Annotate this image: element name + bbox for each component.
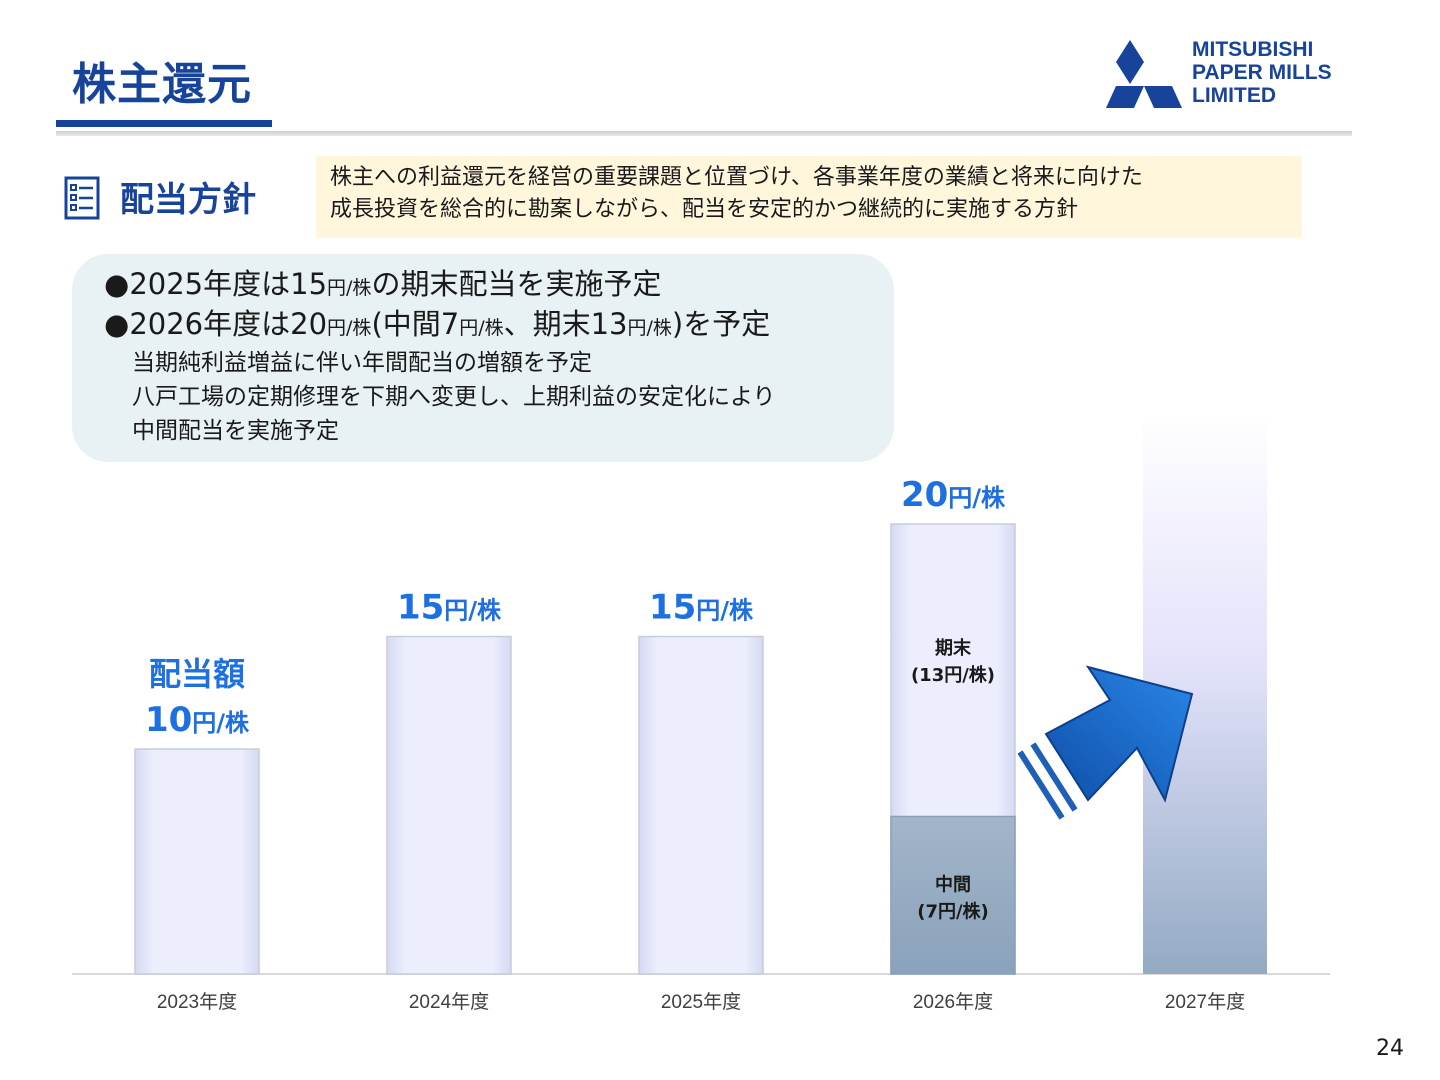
- checklist-icon: [64, 176, 100, 220]
- segment-label-yearend: 期末: [935, 637, 972, 659]
- bullet-text: 、期末13: [503, 307, 628, 341]
- bullet-text: 2025年度は15: [129, 267, 328, 301]
- bullet-unit: 円/株: [459, 317, 504, 339]
- note-bullet-2026: ●2026年度は20円/株(中間7円/株、期末13円/株)を予定: [104, 306, 862, 346]
- x-tick-label: 2023年度: [157, 991, 237, 1013]
- dividend-notes-callout: ●2025年度は15円/株の期末配当を実施予定 ●2026年度は20円/株(中間…: [72, 254, 894, 462]
- value-label-prefix: 配当額: [149, 655, 245, 693]
- bullet-unit: 円/株: [627, 317, 672, 339]
- policy-text-line-1: 株主への利益還元を経営の重要課題と位置づけ、各事業年度の業績と将来に向けた: [330, 165, 1143, 190]
- logo-line-3: LIMITED: [1192, 84, 1276, 107]
- value-label: 20円/株: [901, 475, 1006, 515]
- value-label: 15円/株: [649, 588, 754, 628]
- segment-label-interim: 中間: [935, 874, 971, 896]
- bar-2023年度: [134, 748, 260, 975]
- segment-value-interim: (7円/株): [917, 901, 989, 923]
- logo-line-1: MITSUBISHI: [1192, 38, 1314, 61]
- bars-layer: [134, 412, 1267, 975]
- logo-line-2: PAPER MILLS: [1192, 61, 1332, 84]
- x-tick-label: 2027年度: [1165, 991, 1245, 1013]
- bar-2024年度: [386, 635, 512, 975]
- bullet-mark: ●: [104, 267, 130, 301]
- x-tick-label: 2024年度: [409, 991, 489, 1013]
- company-logo-text: MITSUBISHI PAPER MILLS LIMITED: [1192, 38, 1332, 107]
- segment-value-yearend: (13円/株): [911, 664, 995, 686]
- bullet-mark: ●: [104, 307, 130, 341]
- value-label: 15円/株: [397, 588, 502, 628]
- note-bullet-2025: ●2025年度は15円/株の期末配当を実施予定: [104, 266, 862, 306]
- note-sub-line-3: 中間配当を実施予定: [132, 418, 339, 444]
- bullet-text: (中間7: [371, 307, 460, 341]
- page-number: 24: [1376, 1036, 1404, 1061]
- bullet-unit: 円/株: [327, 277, 372, 299]
- bullet-text: )を予定: [671, 307, 771, 341]
- policy-description: 株主への利益還元を経営の重要課題と位置づけ、各事業年度の業績と将来に向けた 成長…: [316, 156, 1302, 238]
- title-underline: [56, 120, 272, 127]
- note-sub-line-1: 当期純利益増益に伴い年間配当の増額を予定: [132, 350, 592, 376]
- value-label: 10円/株: [145, 700, 250, 740]
- x-tick-labels: 2023年度 2024年度 2025年度 2026年度 2027年度: [157, 991, 1245, 1013]
- labels-layer: 10円/株 配当額 15円/株 15円/株 20円/株中間 (7円/株) 期末 (13円/株): [145, 475, 1006, 923]
- bar-2025年度: [638, 635, 764, 975]
- growth-arrow-icon: [1017, 665, 1194, 820]
- note-sub-line-2: 八戸工場の定期修理を下期へ変更し、上期利益の安定化により: [132, 384, 776, 410]
- x-tick-label: 2025年度: [661, 991, 741, 1013]
- bullet-text: 2026年度は20: [129, 307, 328, 341]
- header-divider: [56, 131, 1352, 136]
- page-title: 株主還元: [72, 59, 252, 110]
- bullet-unit: 円/株: [327, 317, 372, 339]
- policy-heading: 配当方針: [120, 180, 256, 220]
- bullet-text: の期末配当を実施予定: [371, 267, 662, 301]
- policy-text-line-2: 成長投資を総合的に勘案しながら、配当を安定的かつ継続的に実施する方針: [330, 197, 1079, 222]
- mitsubishi-three-diamonds-logo: [1106, 40, 1182, 108]
- bar-2026-interim-segment: [890, 815, 1016, 975]
- x-tick-label: 2026年度: [913, 991, 993, 1013]
